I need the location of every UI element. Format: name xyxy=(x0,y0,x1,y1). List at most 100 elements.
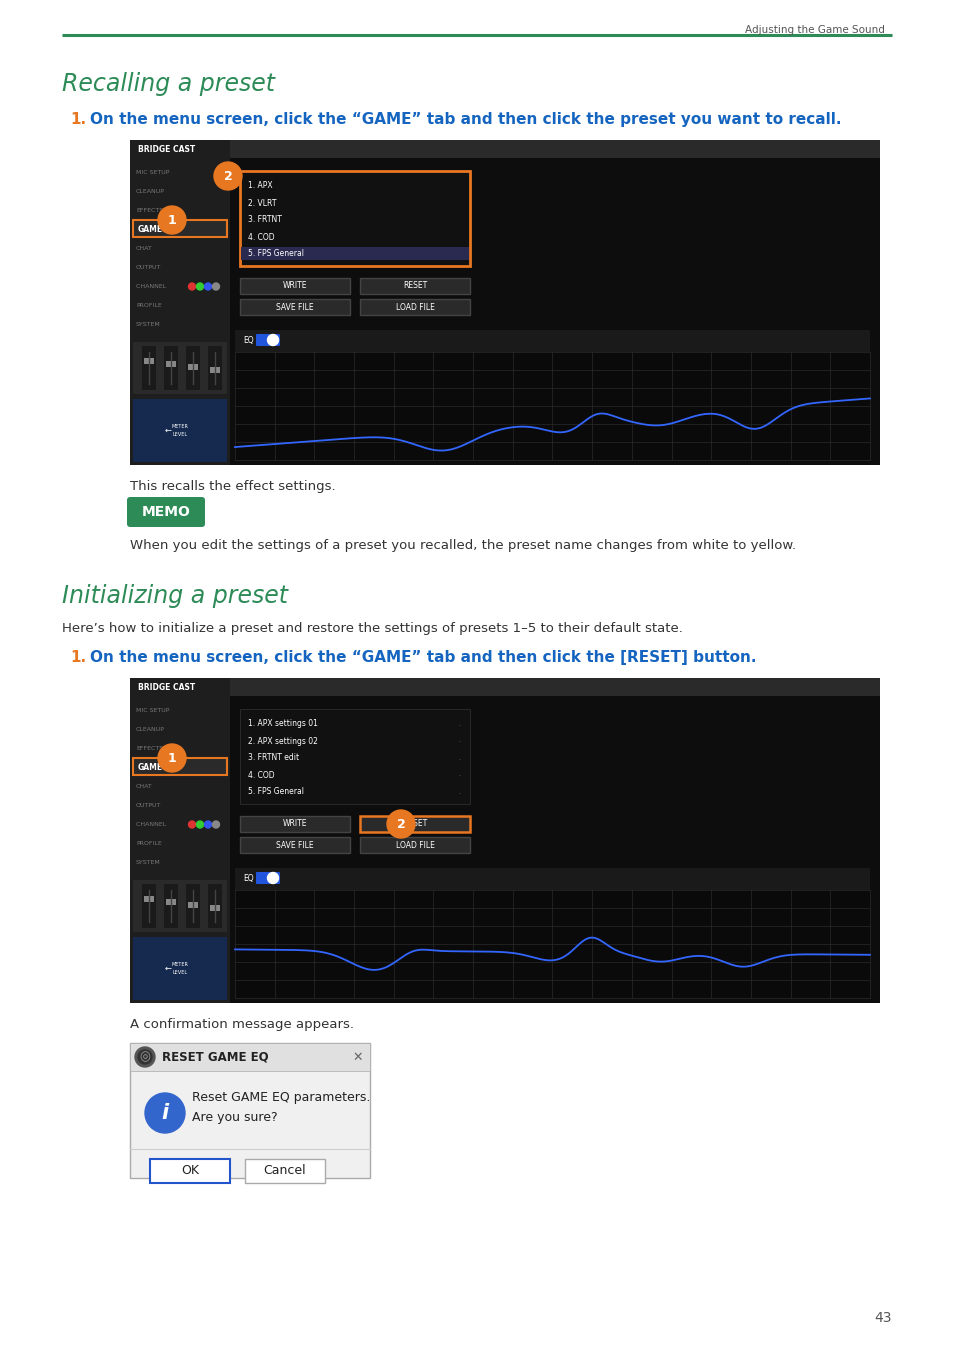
Circle shape xyxy=(204,284,212,290)
FancyBboxPatch shape xyxy=(234,329,869,352)
Text: OUTPUT: OUTPUT xyxy=(136,265,161,270)
FancyBboxPatch shape xyxy=(132,757,227,775)
Text: GAME: GAME xyxy=(138,763,163,772)
FancyBboxPatch shape xyxy=(127,497,205,526)
Text: 1. APX: 1. APX xyxy=(248,181,273,190)
FancyBboxPatch shape xyxy=(188,364,198,370)
Text: i: i xyxy=(161,1103,169,1123)
Text: ..: .. xyxy=(458,790,461,795)
Text: Reset GAME EQ parameters.: Reset GAME EQ parameters. xyxy=(192,1091,370,1104)
FancyBboxPatch shape xyxy=(359,278,470,294)
Text: SYSTEM: SYSTEM xyxy=(136,860,161,865)
Text: 1: 1 xyxy=(168,752,176,764)
FancyBboxPatch shape xyxy=(132,937,227,1000)
FancyBboxPatch shape xyxy=(208,884,222,927)
Text: EFFECTS: EFFECTS xyxy=(136,747,163,751)
Text: CLEANUP: CLEANUP xyxy=(136,728,165,732)
Text: 3. FRTNT edit: 3. FRTNT edit xyxy=(248,753,299,763)
Text: 2: 2 xyxy=(223,170,233,182)
Text: LEVEL: LEVEL xyxy=(172,432,188,437)
Text: OUTPUT: OUTPUT xyxy=(136,803,161,809)
Text: EFFECTS: EFFECTS xyxy=(136,208,163,213)
FancyBboxPatch shape xyxy=(359,837,470,853)
Text: EQ: EQ xyxy=(243,875,253,883)
Text: ◎: ◎ xyxy=(139,1050,151,1064)
Text: LOAD FILE: LOAD FILE xyxy=(395,841,434,849)
FancyBboxPatch shape xyxy=(241,247,469,261)
FancyBboxPatch shape xyxy=(130,1044,370,1179)
Text: On the menu screen, click the “GAME” tab and then click the [RESET] button.: On the menu screen, click the “GAME” tab… xyxy=(90,649,756,666)
FancyBboxPatch shape xyxy=(130,678,879,697)
FancyBboxPatch shape xyxy=(186,346,200,390)
Text: Adjusting the Game Sound: Adjusting the Game Sound xyxy=(744,26,884,35)
FancyBboxPatch shape xyxy=(240,278,350,294)
Text: METER: METER xyxy=(172,963,189,967)
Text: SYSTEM: SYSTEM xyxy=(136,323,161,327)
FancyBboxPatch shape xyxy=(132,342,227,394)
Circle shape xyxy=(189,821,195,828)
Text: CHAT: CHAT xyxy=(136,246,152,251)
Text: 3. FRTNT: 3. FRTNT xyxy=(248,216,281,224)
Text: ..: .. xyxy=(458,772,461,778)
Text: 1. APX settings 01: 1. APX settings 01 xyxy=(248,720,317,729)
FancyBboxPatch shape xyxy=(150,1160,230,1183)
Text: 1.: 1. xyxy=(70,112,86,127)
Text: CLEANUP: CLEANUP xyxy=(136,189,165,194)
Text: BRIDGE CAST: BRIDGE CAST xyxy=(138,683,195,691)
Text: PROFILE: PROFILE xyxy=(136,302,162,308)
FancyBboxPatch shape xyxy=(144,896,153,902)
FancyBboxPatch shape xyxy=(240,837,350,853)
Circle shape xyxy=(158,207,186,234)
Circle shape xyxy=(189,284,195,290)
Text: METER: METER xyxy=(172,424,189,429)
Circle shape xyxy=(204,821,212,828)
FancyBboxPatch shape xyxy=(208,346,222,390)
FancyBboxPatch shape xyxy=(132,400,227,462)
Text: WRITE: WRITE xyxy=(282,282,307,290)
Text: SAVE FILE: SAVE FILE xyxy=(276,302,314,312)
Text: When you edit the settings of a preset you recalled, the preset name changes fro: When you edit the settings of a preset y… xyxy=(130,539,796,552)
Text: RESET GAME EQ: RESET GAME EQ xyxy=(162,1050,269,1064)
Circle shape xyxy=(213,284,219,290)
Circle shape xyxy=(138,1050,152,1064)
FancyBboxPatch shape xyxy=(166,899,175,904)
Text: CHANNEL: CHANNEL xyxy=(136,284,168,289)
FancyBboxPatch shape xyxy=(240,298,350,315)
FancyBboxPatch shape xyxy=(132,220,227,238)
Text: 43: 43 xyxy=(874,1311,891,1324)
Text: OK: OK xyxy=(181,1165,199,1177)
FancyBboxPatch shape xyxy=(142,884,156,927)
Text: Here’s how to initialize a preset and restore the settings of presets 1–5 to the: Here’s how to initialize a preset and re… xyxy=(62,622,682,634)
Circle shape xyxy=(267,872,278,883)
Text: MIC SETUP: MIC SETUP xyxy=(136,707,170,713)
FancyBboxPatch shape xyxy=(132,880,227,932)
Text: ..: .. xyxy=(458,721,461,726)
FancyBboxPatch shape xyxy=(144,358,153,364)
Text: GAME: GAME xyxy=(138,225,163,234)
Text: ←: ← xyxy=(164,427,172,435)
Text: CHAT: CHAT xyxy=(136,784,152,788)
FancyBboxPatch shape xyxy=(130,678,879,1003)
Text: ..: .. xyxy=(458,738,461,744)
Circle shape xyxy=(196,821,203,828)
FancyBboxPatch shape xyxy=(234,890,869,998)
Text: Initializing a preset: Initializing a preset xyxy=(62,585,288,608)
FancyBboxPatch shape xyxy=(359,815,470,832)
Text: MIC SETUP: MIC SETUP xyxy=(136,170,170,176)
FancyBboxPatch shape xyxy=(255,872,280,884)
Text: 1.: 1. xyxy=(70,649,86,666)
FancyBboxPatch shape xyxy=(130,140,879,464)
Circle shape xyxy=(267,335,278,346)
Circle shape xyxy=(213,821,219,828)
FancyBboxPatch shape xyxy=(130,1044,370,1071)
FancyBboxPatch shape xyxy=(255,333,280,346)
Text: LOAD FILE: LOAD FILE xyxy=(395,302,434,312)
Text: PROFILE: PROFILE xyxy=(136,841,162,846)
Text: SAVE FILE: SAVE FILE xyxy=(276,841,314,849)
Circle shape xyxy=(213,162,242,190)
Text: 5. FPS General: 5. FPS General xyxy=(248,787,304,796)
Text: MEMO: MEMO xyxy=(141,505,191,518)
Text: 2. VLRT: 2. VLRT xyxy=(248,198,276,208)
FancyBboxPatch shape xyxy=(130,140,879,158)
Text: 2. APX settings 02: 2. APX settings 02 xyxy=(248,737,317,745)
